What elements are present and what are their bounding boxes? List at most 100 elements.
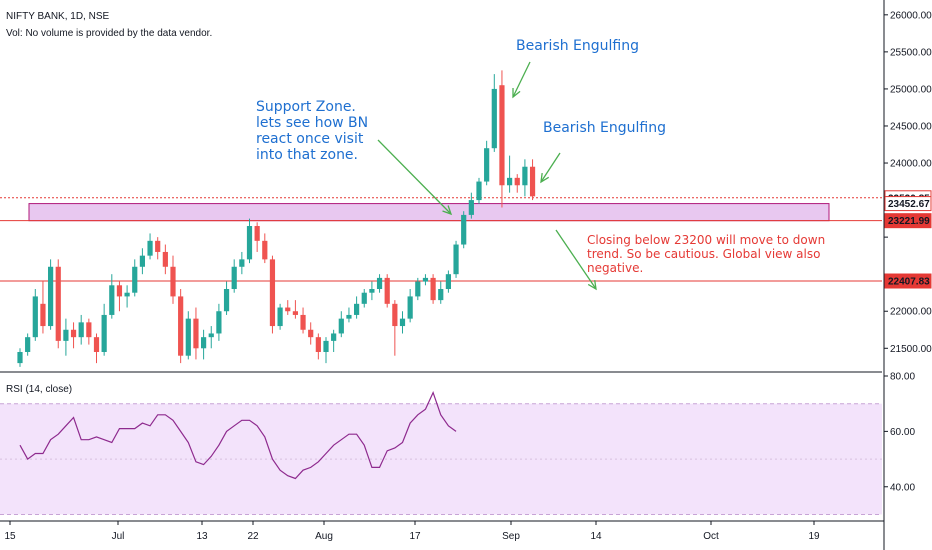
y-tick-label: 22000.00 bbox=[890, 307, 932, 318]
candle bbox=[384, 274, 390, 308]
volume-note: Vol: No volume is provided by the data v… bbox=[6, 28, 213, 39]
candle bbox=[93, 333, 100, 364]
candle-body bbox=[361, 292, 367, 304]
candle bbox=[231, 259, 237, 293]
candle bbox=[361, 289, 367, 308]
candle bbox=[17, 348, 23, 367]
candle bbox=[323, 337, 329, 364]
candle-body bbox=[354, 303, 360, 315]
candle-body bbox=[86, 322, 92, 338]
arrow-shaft bbox=[555, 229, 597, 290]
x-tick-label: 13 bbox=[196, 531, 208, 542]
support-zone-rect bbox=[28, 203, 830, 222]
rsi-band-layer bbox=[0, 403, 882, 515]
candle-body bbox=[178, 296, 184, 356]
rsi-title: RSI (14, close) bbox=[6, 384, 73, 395]
candle bbox=[354, 296, 360, 319]
candle bbox=[438, 281, 444, 304]
candle-body bbox=[514, 177, 520, 186]
candle bbox=[101, 303, 107, 356]
candle-body bbox=[338, 318, 344, 334]
rsi-y-tick-label: 60.00 bbox=[890, 427, 915, 438]
candle bbox=[216, 303, 222, 341]
candle-body bbox=[132, 266, 138, 293]
candle-body bbox=[208, 333, 214, 338]
candle-body bbox=[346, 314, 352, 319]
candle-body bbox=[40, 303, 46, 327]
candle-body bbox=[155, 240, 161, 252]
candle bbox=[32, 289, 38, 341]
annotation-support-zone: Support Zone. lets see how BN react once… bbox=[256, 99, 369, 163]
candle-body bbox=[438, 289, 444, 301]
candle bbox=[331, 329, 337, 352]
candle-body bbox=[384, 277, 390, 304]
candle-body bbox=[262, 240, 268, 260]
candle bbox=[185, 311, 191, 360]
x-tick-label: Sep bbox=[502, 531, 520, 542]
candle-body bbox=[147, 240, 153, 256]
candle-body bbox=[269, 259, 276, 327]
arrow-head bbox=[512, 87, 521, 99]
candle-body bbox=[491, 88, 497, 149]
candle bbox=[132, 259, 138, 297]
candle bbox=[162, 244, 168, 275]
candle bbox=[422, 274, 429, 286]
candle bbox=[514, 174, 520, 193]
y-tick-label: 25000.00 bbox=[890, 84, 932, 95]
candle bbox=[338, 311, 344, 338]
candle bbox=[461, 211, 467, 249]
candle bbox=[223, 281, 230, 315]
candle bbox=[208, 326, 214, 349]
arrow-shaft bbox=[377, 139, 452, 215]
candle bbox=[63, 318, 69, 356]
candle-body bbox=[223, 289, 230, 312]
price-label-box bbox=[884, 213, 932, 229]
y-tick-label: 21500.00 bbox=[890, 344, 932, 355]
x-tick-label: 17 bbox=[409, 531, 421, 542]
candle-body bbox=[392, 303, 398, 327]
candle bbox=[109, 274, 115, 319]
y-tick-label: 25500.00 bbox=[890, 47, 932, 58]
candle bbox=[407, 289, 413, 323]
candle bbox=[25, 333, 31, 356]
candle-body bbox=[231, 266, 237, 290]
x-tick-label: 22 bbox=[247, 531, 259, 542]
candle bbox=[300, 307, 306, 334]
candle bbox=[522, 159, 528, 197]
x-tick-label: Jul bbox=[112, 531, 125, 542]
candle-body bbox=[529, 166, 536, 197]
candle-body bbox=[139, 255, 145, 267]
candle-body bbox=[185, 318, 191, 356]
candle bbox=[86, 318, 92, 345]
candle-body bbox=[430, 277, 436, 301]
price-label-box bbox=[884, 196, 932, 212]
y-tick-label: 24000.00 bbox=[890, 159, 932, 170]
candle-body bbox=[162, 251, 168, 267]
candle-body bbox=[246, 226, 253, 260]
candle-body bbox=[277, 307, 283, 327]
candle bbox=[445, 270, 451, 293]
candle-body bbox=[124, 292, 130, 297]
candle-body bbox=[507, 177, 513, 186]
candle bbox=[155, 237, 161, 260]
candle bbox=[399, 311, 406, 334]
candle-body bbox=[323, 340, 329, 352]
candle-body bbox=[55, 266, 61, 341]
candle-body bbox=[292, 311, 298, 315]
annotation-bearish-engulfing-2: Bearish Engulfing bbox=[543, 120, 667, 136]
candle-body bbox=[415, 281, 421, 297]
candle bbox=[468, 192, 474, 219]
candle bbox=[292, 300, 298, 319]
candle bbox=[201, 329, 207, 360]
price-label-box bbox=[884, 273, 932, 289]
arrow-head bbox=[587, 280, 597, 291]
candle bbox=[315, 333, 321, 360]
candle bbox=[246, 218, 253, 264]
candle bbox=[48, 259, 54, 330]
candle bbox=[55, 259, 61, 349]
candle-body bbox=[170, 266, 176, 297]
candle-body bbox=[48, 266, 54, 327]
candle-body bbox=[422, 277, 429, 282]
